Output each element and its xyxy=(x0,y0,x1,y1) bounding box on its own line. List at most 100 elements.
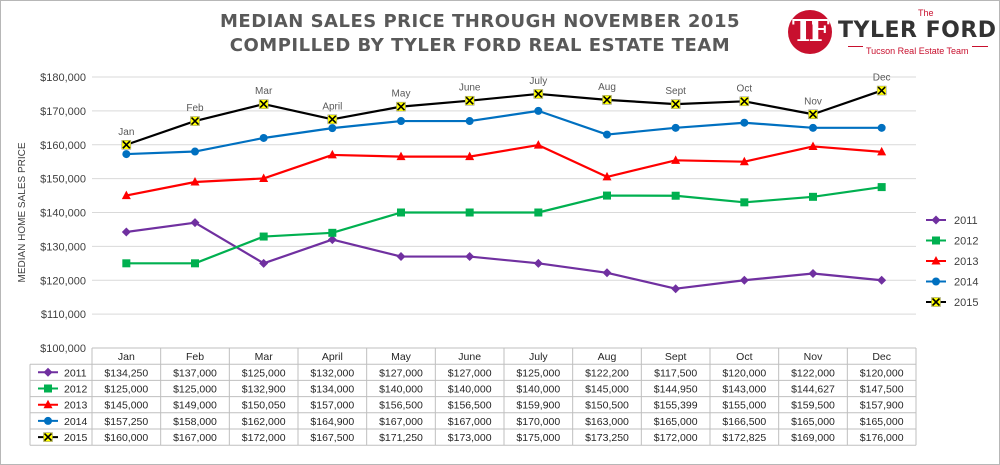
point-label: Feb xyxy=(186,103,204,114)
table-cell: $125,000 xyxy=(173,384,217,396)
point-2012 xyxy=(259,232,268,241)
legend-label: 2015 xyxy=(954,297,978,309)
x-tick-label: Dec xyxy=(872,351,891,363)
table-cell: $172,000 xyxy=(654,432,698,444)
y-tick-label: $120,000 xyxy=(40,275,86,287)
point-2012 xyxy=(671,191,680,200)
point-2012 xyxy=(877,183,886,192)
table-cell: $171,250 xyxy=(379,432,423,444)
monogram-text: TF xyxy=(792,14,830,49)
point-2013 xyxy=(808,141,818,150)
table-cell: $165,000 xyxy=(860,416,904,428)
table-cell: $165,000 xyxy=(654,416,698,428)
point-2012 xyxy=(534,208,543,217)
point-2014 xyxy=(877,123,886,132)
point-2015-x xyxy=(122,140,131,149)
logo-name: TYLER FORD xyxy=(838,18,997,43)
point-2013 xyxy=(602,171,612,181)
point-label: Aug xyxy=(598,82,616,93)
table-cell: $145,000 xyxy=(585,384,629,396)
x-tick-label: Jan xyxy=(118,351,135,363)
x-tick-label: April xyxy=(322,351,343,363)
point-2013 xyxy=(877,146,887,156)
legend-label: 2011 xyxy=(954,215,978,227)
point-2015-x xyxy=(602,95,612,104)
point-2011 xyxy=(931,215,941,225)
point-2014 xyxy=(932,277,940,286)
table-cell: $157,900 xyxy=(860,400,904,412)
table-series-name: 2012 xyxy=(64,384,88,396)
table-cell: $175,000 xyxy=(516,432,560,444)
point-2014 xyxy=(397,117,405,126)
x-tick-label: July xyxy=(529,351,548,363)
legend-label: 2013 xyxy=(954,256,978,268)
y-tick-label: $180,000 xyxy=(40,72,86,84)
table-cell: $122,000 xyxy=(791,367,835,379)
point-2015-x xyxy=(808,110,818,119)
chart-title: MEDIAN SALES PRICE THROUGH NOVEMBER 2015… xyxy=(180,10,780,58)
table-cell: $157,000 xyxy=(310,400,354,412)
table-series-name: 2015 xyxy=(64,432,88,444)
table-cell: $166,500 xyxy=(722,416,766,428)
point-2011 xyxy=(259,258,269,268)
table-cell: $162,000 xyxy=(242,416,286,428)
table-cell: $158,000 xyxy=(173,416,217,428)
point-2011 xyxy=(190,218,200,228)
table-cell: $150,500 xyxy=(585,400,629,412)
point-2012 xyxy=(328,228,337,237)
point-2015-x xyxy=(931,297,941,307)
table-cell: $173,000 xyxy=(448,432,492,444)
x-tick-label: Nov xyxy=(804,351,823,363)
table-series-name: 2013 xyxy=(64,400,88,412)
point-label: Nov xyxy=(804,96,822,107)
point-2014 xyxy=(44,416,52,425)
table-cell: $157,250 xyxy=(104,416,148,428)
table-cell: $147,500 xyxy=(860,384,904,396)
legend-label: 2012 xyxy=(954,236,978,248)
logo-the: The xyxy=(918,8,934,18)
point-label: Sept xyxy=(665,86,686,97)
logo-tagline: Tucson Real Estate Team xyxy=(863,46,972,56)
point-2011 xyxy=(396,252,406,262)
y-tick-label: $130,000 xyxy=(40,241,86,253)
point-2012 xyxy=(932,236,940,245)
point-label: May xyxy=(392,89,411,100)
x-tick-label: Feb xyxy=(186,351,204,363)
point-2015-x xyxy=(671,100,680,109)
point-2013 xyxy=(327,149,337,159)
point-2012 xyxy=(465,208,474,217)
table-cell: $127,000 xyxy=(379,367,423,379)
point-2013 xyxy=(259,173,269,182)
point-2011 xyxy=(739,275,749,285)
point-2011 xyxy=(327,235,337,245)
table-cell: $156,500 xyxy=(448,400,492,412)
point-label: Oct xyxy=(737,83,753,94)
table-cell: $156,500 xyxy=(379,400,423,412)
point-2015-x xyxy=(740,97,749,106)
point-2014 xyxy=(740,118,749,127)
table-cell: $164,900 xyxy=(310,416,354,428)
point-2012 xyxy=(44,384,52,393)
point-2013 xyxy=(396,151,406,161)
point-2015-x xyxy=(328,115,337,124)
x-tick-label: May xyxy=(391,351,412,363)
point-2012 xyxy=(603,191,611,200)
series-line-2011 xyxy=(126,221,882,290)
y-tick-label: $110,000 xyxy=(41,309,86,321)
y-tick-label: $170,000 xyxy=(40,106,86,118)
series-line-2014 xyxy=(126,109,882,156)
x-tick-label: Sept xyxy=(665,351,687,363)
point-2015-x xyxy=(534,89,543,99)
series-line-2015 xyxy=(125,89,883,146)
table-cell: $144,627 xyxy=(791,384,835,396)
point-2013 xyxy=(533,140,543,149)
x-tick-label: Mar xyxy=(255,351,274,363)
y-tick-label: $160,000 xyxy=(40,140,86,152)
table-cell: $159,900 xyxy=(516,400,560,412)
table-cell: $117,500 xyxy=(654,367,697,379)
y-tick-label: $150,000 xyxy=(40,174,86,186)
point-2014 xyxy=(809,123,817,132)
y-axis-title: MEDIAN HOME SALES PRICE xyxy=(17,142,28,282)
point-2013 xyxy=(931,256,941,265)
point-label: April xyxy=(322,101,342,112)
